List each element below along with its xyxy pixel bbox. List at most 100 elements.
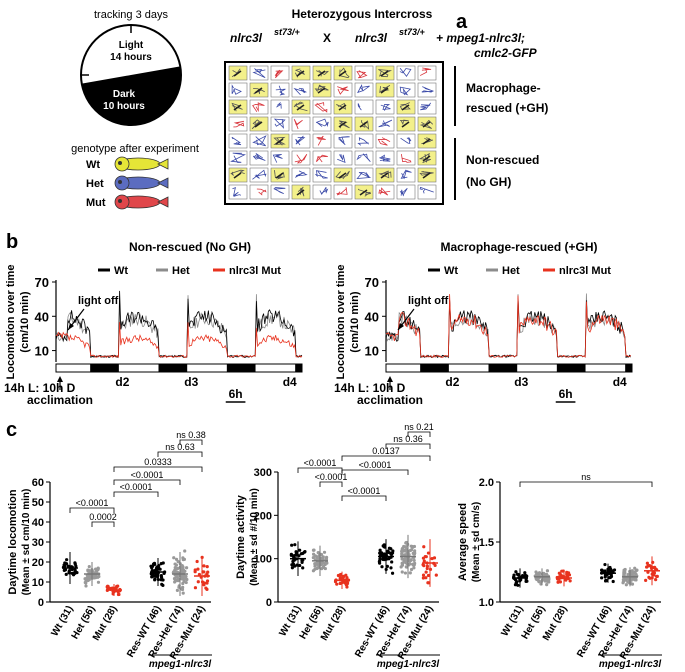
data-point: [389, 566, 393, 570]
y-axis-label: Daytime locomotion: [7, 489, 19, 594]
plate-well: [333, 65, 353, 81]
data-point: [156, 566, 161, 570]
light-label: Light: [119, 40, 144, 51]
y-axis-label: Locomotion over time: [5, 265, 17, 380]
data-point: [390, 560, 394, 564]
cross-symbol: X: [323, 31, 331, 45]
data-point: [382, 557, 386, 562]
data-point: [603, 562, 607, 567]
rescued-label-line1: Macrophage-: [466, 81, 541, 95]
data-point: [412, 558, 416, 563]
data-point: [73, 570, 77, 575]
plate-well: [417, 82, 437, 98]
data-point: [413, 549, 417, 553]
daytime-activity-chart: 0 100 200 300 Daytime activity (Mean ± sd #/1…: [235, 422, 440, 670]
data-point: [544, 572, 549, 576]
plate-well: [270, 65, 290, 81]
plate-well: [375, 184, 395, 200]
data-point: [386, 550, 390, 554]
y-tick-label: 300: [254, 467, 272, 479]
dark-label: Dark: [113, 89, 136, 100]
data-point: [380, 565, 384, 569]
dark-period-block: [488, 364, 518, 372]
data-point: [153, 577, 157, 581]
plate-well: [354, 150, 374, 166]
plate-well: [396, 150, 416, 166]
data-point: [410, 544, 414, 549]
data-point: [424, 570, 428, 574]
data-point: [196, 580, 200, 584]
tracking-plate: [224, 61, 444, 205]
data-point: [630, 582, 635, 586]
data-point: [378, 561, 382, 565]
data-point: [196, 567, 200, 571]
data-point: [336, 573, 341, 578]
genotype-label: Mut: [86, 197, 106, 209]
wt-trace: [55, 290, 303, 358]
data-point: [547, 580, 551, 584]
data-point: [545, 569, 550, 573]
group-label: mpeg1-nlrc3l: [377, 659, 439, 670]
data-point: [180, 587, 185, 592]
data-point: [421, 573, 426, 577]
data-point: [182, 557, 187, 561]
significance-bracket: [519, 481, 653, 487]
data-point: [65, 558, 69, 562]
y-axis-label-unit: (Mean ± sd cm/s): [471, 502, 482, 583]
y-axis-label-unit: (Mean ± sd #/10 min): [249, 488, 260, 586]
data-point: [422, 545, 426, 549]
acclimation-label: acclimation: [357, 393, 423, 407]
plate-well: [375, 133, 395, 149]
wt-trace: [385, 297, 632, 359]
data-point: [422, 559, 426, 563]
data-point: [311, 548, 316, 552]
data-point: [63, 568, 68, 572]
data-point: [97, 574, 101, 579]
plate-well: [312, 150, 332, 166]
data-point: [64, 572, 68, 576]
y-tick-label: 70: [365, 275, 379, 290]
data-point: [600, 568, 604, 572]
data-point: [176, 566, 180, 571]
data-point: [645, 561, 649, 565]
data-point: [621, 581, 625, 585]
rescued-label-line2: rescued (+GH): [466, 101, 548, 115]
plate-well: [354, 99, 374, 115]
data-point: [320, 561, 324, 565]
day-label: d2: [445, 375, 459, 389]
locomotion-chart-nonrescued: 70 40 10 Locomotion over time (cm/10 min) Wt H…: [4, 265, 303, 407]
data-point: [567, 573, 572, 577]
data-point: [202, 583, 206, 587]
plate-well: [291, 184, 311, 200]
genotype-label: Wt: [86, 159, 100, 171]
plate-well: [333, 116, 353, 132]
acclimation-label: acclimation: [27, 393, 93, 407]
plate-well: [354, 116, 374, 132]
data-point: [181, 574, 185, 578]
y-tick-label: 50: [32, 497, 44, 509]
plate-well: [270, 184, 290, 200]
genotype-label: Het: [86, 178, 104, 190]
panel-label-b: b: [6, 231, 18, 253]
data-point: [175, 575, 179, 579]
day-label: d4: [283, 375, 297, 389]
data-point: [622, 569, 626, 573]
p-value-label: <0.0001: [76, 498, 109, 508]
data-point: [320, 557, 324, 561]
photoperiod-label: 14h L: 10h D: [334, 381, 406, 395]
legend-label: Wt: [444, 265, 458, 277]
data-point: [379, 551, 383, 555]
y-tick-label: 10: [32, 577, 44, 589]
data-point: [320, 567, 324, 571]
clock-title: tracking 3 days: [94, 9, 168, 21]
data-point: [655, 574, 659, 578]
y-tick-label: 40: [35, 309, 49, 324]
plate-well: [375, 167, 395, 183]
data-point: [516, 573, 521, 577]
data-point: [206, 570, 210, 574]
data-point: [182, 569, 186, 574]
y-axis-label-unit: (Mean ± sd cm/10 min): [21, 489, 32, 596]
plate-well: [249, 184, 269, 200]
data-point: [174, 570, 178, 574]
